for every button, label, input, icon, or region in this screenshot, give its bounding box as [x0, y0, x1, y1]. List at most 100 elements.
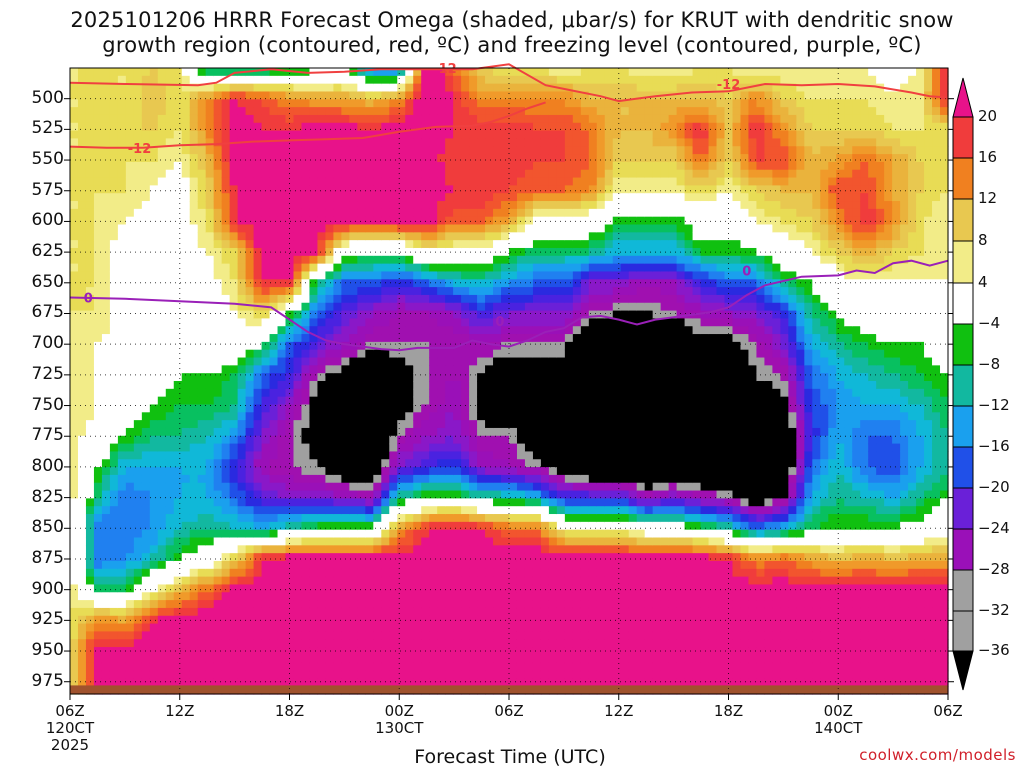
omega-cell	[373, 654, 382, 664]
omega-cell	[93, 576, 103, 586]
omega-cell	[253, 537, 263, 546]
omega-cell	[389, 568, 398, 578]
omega-cell	[189, 99, 199, 108]
omega-cell	[461, 474, 470, 484]
omega-cell	[548, 412, 558, 421]
omega-cell	[317, 365, 327, 374]
omega-cell	[532, 490, 542, 499]
omega-cell	[381, 631, 390, 640]
omega-cell	[365, 326, 374, 335]
omega-cell	[229, 639, 239, 648]
omega-cell	[516, 662, 526, 672]
omega-cell	[381, 294, 390, 304]
omega-cell	[309, 435, 319, 445]
omega-cell	[293, 498, 303, 507]
omega-cell	[77, 545, 87, 554]
omega-cell	[524, 678, 534, 687]
omega-cell	[141, 83, 151, 93]
omega-cell	[341, 623, 350, 633]
omega-cell	[413, 68, 422, 77]
omega-cell	[509, 388, 518, 398]
omega-cell	[445, 498, 454, 507]
omega-cell	[85, 451, 95, 460]
omega-cell	[149, 420, 159, 429]
omega-cell	[173, 459, 183, 468]
omega-cell	[269, 294, 279, 304]
omega-cell	[253, 607, 263, 617]
omega-cell	[277, 560, 287, 570]
omega-cell	[389, 122, 398, 132]
omega-cell	[285, 427, 295, 437]
omega-cell	[173, 482, 183, 492]
omega-cell	[501, 639, 510, 648]
omega-cell	[285, 232, 295, 241]
omega-cell	[133, 482, 143, 492]
omega-cell	[477, 404, 486, 413]
omega-cell	[556, 451, 566, 460]
omega-cell	[173, 615, 183, 625]
omega-cell	[85, 138, 95, 147]
omega-cell	[197, 146, 207, 155]
omega-cell	[189, 302, 199, 312]
omega-cell	[77, 553, 87, 562]
omega-cell	[389, 114, 398, 124]
omega-cell	[285, 302, 295, 312]
omega-cell	[524, 349, 534, 359]
omega-cell	[221, 349, 231, 359]
omega-cell	[389, 334, 398, 343]
omega-cell	[245, 373, 255, 382]
omega-cell	[485, 349, 494, 359]
omega-cell	[301, 271, 311, 280]
omega-cell	[237, 318, 247, 327]
omega-cell	[93, 341, 103, 351]
omega-cell	[109, 107, 119, 116]
omega-cell	[277, 154, 287, 163]
omega-cell	[469, 240, 478, 249]
omega-cell	[381, 420, 390, 429]
omega-cell	[429, 130, 438, 140]
omega-cell	[429, 373, 438, 382]
omega-cell	[453, 545, 462, 554]
omega-cell	[556, 75, 566, 85]
omega-cell	[437, 255, 446, 265]
omega-cell	[501, 263, 510, 273]
omega-cell	[453, 169, 462, 179]
omega-cell	[477, 302, 486, 312]
omega-cell	[189, 490, 199, 499]
omega-cell	[261, 467, 271, 476]
omega-cell	[397, 654, 406, 664]
omega-cell	[205, 474, 215, 484]
omega-cell	[469, 154, 478, 163]
omega-cell	[221, 451, 231, 460]
omega-cell	[269, 388, 279, 398]
omega-cell	[341, 349, 350, 359]
omega-cell	[173, 443, 183, 453]
omega-cell	[317, 404, 327, 413]
omega-cell	[309, 553, 319, 562]
omega-cell	[556, 232, 566, 241]
omega-cell	[133, 310, 143, 320]
omega-cell	[261, 75, 271, 85]
omega-cell	[133, 553, 143, 562]
omega-cell	[524, 592, 534, 601]
omega-cell	[325, 122, 334, 132]
omega-cell	[165, 639, 175, 648]
omega-cell	[93, 169, 103, 179]
omega-cell	[325, 388, 334, 398]
omega-cell	[197, 114, 207, 124]
omega-cell	[365, 349, 374, 359]
omega-cell	[540, 255, 550, 265]
omega-cell	[173, 263, 183, 273]
omega-cell	[381, 279, 390, 288]
omega-cell	[429, 670, 438, 679]
omega-cell	[253, 287, 263, 296]
omega-cell	[469, 75, 478, 85]
omega-cell	[365, 529, 374, 539]
omega-cell	[501, 662, 510, 672]
omega-cell	[261, 662, 271, 672]
omega-cell	[173, 302, 183, 312]
omega-cell	[524, 83, 534, 93]
omega-cell	[317, 318, 327, 327]
omega-cell	[445, 412, 454, 421]
omega-cell	[524, 435, 534, 445]
